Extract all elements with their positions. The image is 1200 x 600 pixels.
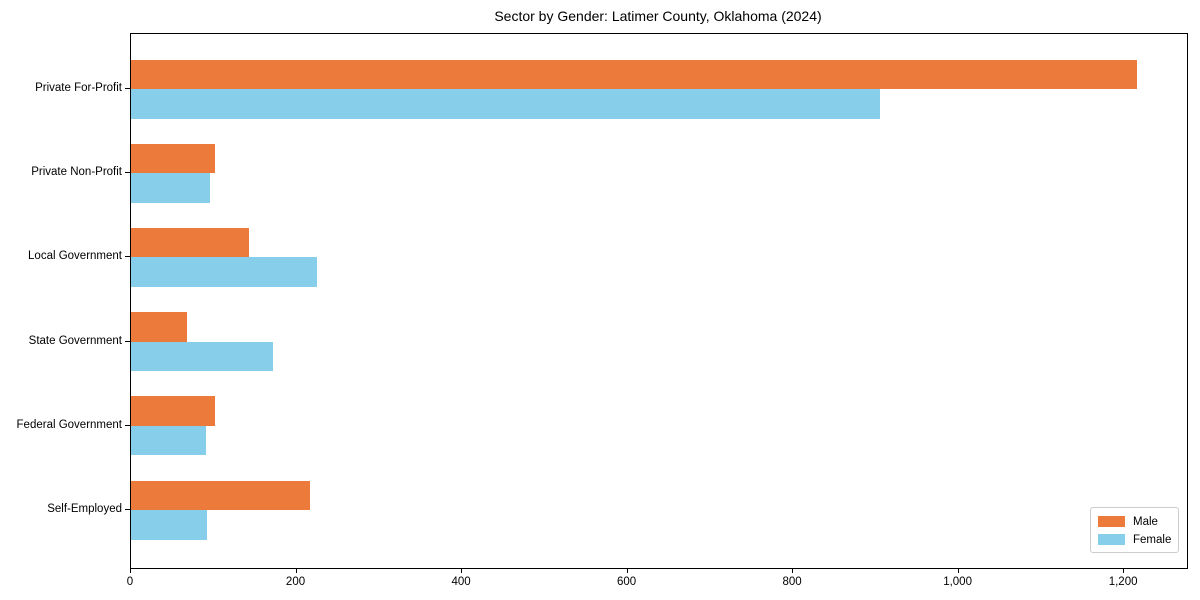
y-label-local-government: Local Government [28, 250, 122, 263]
y-tick-local-government [125, 256, 130, 258]
y-tick-private-non-profit [125, 172, 130, 174]
legend-swatch-male-icon [1098, 516, 1125, 527]
legend-label-female: Female [1133, 533, 1172, 546]
bar-female-private-non-profit [131, 173, 210, 203]
x-label-400: 400 [451, 576, 471, 588]
x-tick-0 [130, 568, 131, 573]
bar-male-federal-government [131, 396, 215, 426]
x-tick-1000 [957, 568, 959, 573]
x-tick-800 [792, 568, 794, 573]
bar-male-private-non-profit [131, 143, 216, 174]
x-label-200: 200 [285, 576, 306, 588]
y-label-self-employed: Self-Employed [47, 503, 122, 515]
legend-label-male: Male [1133, 515, 1158, 528]
x-label-800: 800 [782, 576, 802, 588]
x-tick-1200 [1123, 568, 1125, 573]
x-label-0: 0 [126, 576, 134, 588]
legend-item-male: Male [1098, 513, 1171, 530]
bar-male-self-employed [131, 480, 310, 510]
y-label-federal-government: Federal Government [16, 418, 122, 431]
bar-female-federal-government [131, 425, 207, 456]
y-label-state-government: State Government [28, 334, 122, 347]
bar-male-state-government [131, 312, 188, 342]
bar-female-private-for-profit [131, 89, 880, 119]
legend: Male Female [1090, 507, 1179, 553]
x-tick-400 [461, 568, 463, 573]
x-label-1000: 1,000 [943, 576, 972, 588]
x-tick-200 [295, 568, 297, 573]
legend-swatch-female-icon [1098, 534, 1125, 545]
bar-female-state-government [131, 341, 273, 372]
bar-male-private-for-profit [131, 59, 1137, 89]
plot-area [130, 33, 1188, 569]
chart-title: Sector by Gender: Latimer County, Oklaho… [494, 8, 822, 24]
bar-female-local-government [131, 257, 318, 287]
y-tick-self-employed [125, 509, 130, 510]
bar-male-local-government [131, 227, 250, 258]
y-tick-federal-government [125, 424, 130, 426]
y-tick-private-for-profit [125, 88, 130, 89]
x-tick-600 [626, 568, 628, 573]
x-label-600: 600 [616, 576, 637, 588]
y-label-private-for-profit: Private For-Profit [35, 82, 122, 94]
legend-item-female: Female [1098, 531, 1171, 548]
y-tick-state-government [125, 340, 130, 342]
bar-female-self-employed [131, 510, 208, 540]
y-label-private-non-profit: Private Non-Profit [31, 166, 122, 179]
x-label-1200: 1,200 [1108, 576, 1138, 588]
